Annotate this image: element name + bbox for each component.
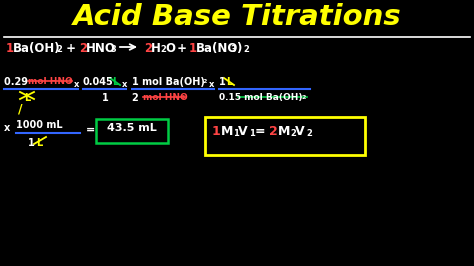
Text: 1000 mL: 1000 mL (16, 120, 63, 130)
Text: M: M (278, 125, 291, 138)
Text: 2: 2 (132, 93, 142, 103)
Text: x: x (209, 80, 214, 89)
Text: L: L (226, 77, 232, 87)
Text: L: L (24, 93, 30, 103)
Text: =: = (255, 125, 265, 138)
Text: 3: 3 (230, 45, 236, 54)
Text: 2: 2 (269, 125, 278, 138)
Text: ): ) (236, 42, 241, 55)
Text: L: L (36, 138, 42, 148)
Text: 0.045: 0.045 (83, 77, 114, 87)
Text: mol HNO: mol HNO (143, 93, 188, 102)
Bar (205, 117, 365, 155)
Text: 2: 2 (302, 95, 306, 100)
Text: 2: 2 (243, 45, 249, 54)
Text: 1: 1 (249, 129, 255, 138)
Text: 1: 1 (189, 42, 197, 55)
Text: x: x (122, 80, 128, 89)
Text: O: O (165, 42, 175, 55)
Text: 1: 1 (102, 93, 109, 103)
Text: 2: 2 (203, 79, 207, 84)
Text: 1 mol Ba(OH): 1 mol Ba(OH) (132, 77, 205, 87)
Text: V: V (295, 125, 305, 138)
Text: +: + (173, 42, 191, 55)
Text: 3: 3 (110, 45, 116, 54)
Text: HNO: HNO (86, 42, 116, 55)
Text: Acid Base Titrations: Acid Base Titrations (73, 3, 401, 31)
Text: 1: 1 (219, 77, 226, 87)
Text: 2: 2 (79, 42, 87, 55)
Text: =: = (86, 125, 95, 135)
Text: Ba(NO: Ba(NO (196, 42, 238, 55)
Text: mol HNO: mol HNO (28, 77, 73, 86)
Text: H: H (151, 42, 161, 55)
Text: M: M (221, 125, 233, 138)
Text: 1: 1 (6, 42, 14, 55)
Text: 2: 2 (290, 129, 296, 138)
Text: x: x (4, 123, 10, 133)
Text: 0.15 mol Ba(OH): 0.15 mol Ba(OH) (219, 93, 302, 102)
Text: 2: 2 (56, 45, 62, 54)
Text: 1: 1 (233, 129, 239, 138)
Text: Ba(OH): Ba(OH) (13, 42, 61, 55)
Text: V: V (238, 125, 247, 138)
Text: 1: 1 (28, 138, 35, 148)
Text: 3: 3 (68, 79, 73, 84)
Text: x: x (74, 80, 79, 89)
Text: 1: 1 (212, 125, 221, 138)
Text: +: + (62, 42, 80, 55)
Text: 43.5 mL: 43.5 mL (107, 123, 157, 133)
Text: 2: 2 (306, 129, 312, 138)
Text: 2: 2 (144, 42, 152, 55)
Text: 2: 2 (160, 45, 166, 54)
Text: L: L (112, 77, 118, 87)
Text: /: / (18, 103, 23, 116)
Text: 0.29: 0.29 (4, 77, 31, 87)
Text: 3: 3 (181, 95, 185, 100)
Bar (96, 119, 168, 143)
